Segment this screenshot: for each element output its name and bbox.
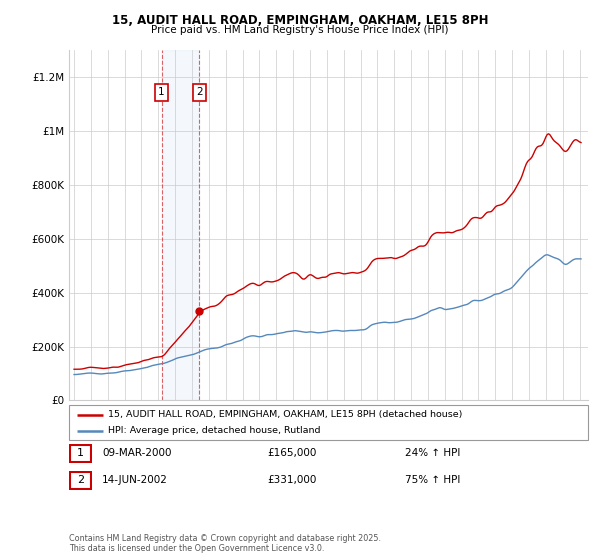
Text: £331,000: £331,000 [267,475,316,486]
FancyBboxPatch shape [69,405,588,440]
Text: £165,000: £165,000 [267,449,316,459]
Text: 09-MAR-2000: 09-MAR-2000 [102,449,172,459]
Text: Price paid vs. HM Land Registry's House Price Index (HPI): Price paid vs. HM Land Registry's House … [151,25,449,35]
Text: 1: 1 [158,87,165,97]
Text: 1: 1 [77,449,84,459]
FancyBboxPatch shape [70,445,91,462]
Text: 14-JUN-2002: 14-JUN-2002 [102,475,168,486]
Text: 75% ↑ HPI: 75% ↑ HPI [405,475,460,486]
Text: 15, AUDIT HALL ROAD, EMPINGHAM, OAKHAM, LE15 8PH (detached house): 15, AUDIT HALL ROAD, EMPINGHAM, OAKHAM, … [108,410,463,419]
Bar [161,50,199,400]
Text: 24% ↑ HPI: 24% ↑ HPI [405,449,460,459]
FancyBboxPatch shape [70,472,91,489]
Text: Contains HM Land Registry data © Crown copyright and database right 2025.
This d: Contains HM Land Registry data © Crown c… [69,534,381,553]
Text: 15, AUDIT HALL ROAD, EMPINGHAM, OAKHAM, LE15 8PH: 15, AUDIT HALL ROAD, EMPINGHAM, OAKHAM, … [112,14,488,27]
Text: HPI: Average price, detached house, Rutland: HPI: Average price, detached house, Rutl… [108,426,320,436]
Text: 2: 2 [196,87,203,97]
Text: 2: 2 [77,475,84,486]
